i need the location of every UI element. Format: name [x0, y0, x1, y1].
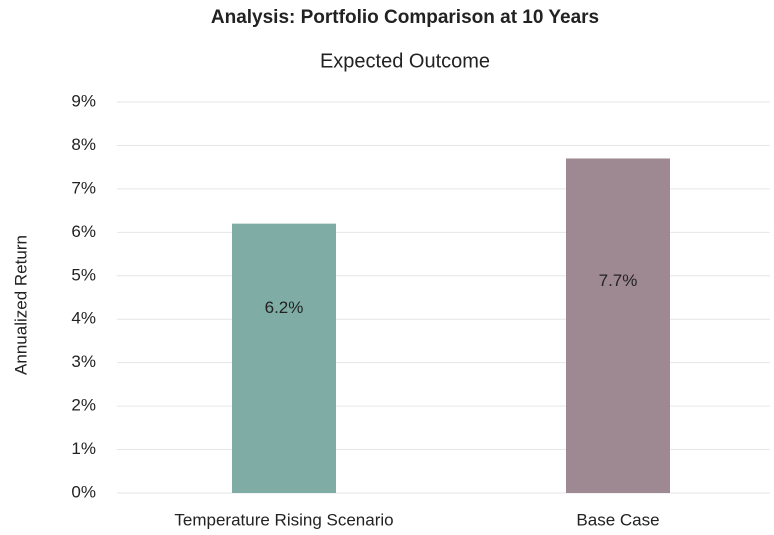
y-tick-label: 0% [71, 482, 96, 501]
x-tick-label: Base Case [576, 510, 659, 529]
y-tick-label: 8% [71, 135, 96, 154]
value-label: 7.7% [599, 271, 638, 290]
y-tick-label: 4% [71, 309, 96, 328]
chart-title: Analysis: Portfolio Comparison at 10 Yea… [211, 7, 599, 28]
value-label: 6.2% [265, 298, 304, 317]
chart-subtitle: Expected Outcome [320, 50, 490, 72]
bar [566, 158, 670, 493]
y-tick-label: 1% [71, 439, 96, 458]
y-tick-label: 9% [71, 91, 96, 110]
y-axis-label: Annualized Return [11, 235, 30, 375]
y-tick-label: 7% [71, 178, 96, 197]
bar [232, 223, 336, 493]
x-tick-label: Temperature Rising Scenario [174, 510, 393, 529]
y-tick-label: 6% [71, 222, 96, 241]
y-tick-label: 5% [71, 265, 96, 284]
y-tick-label: 2% [71, 396, 96, 415]
y-tick-label: 3% [71, 352, 96, 371]
